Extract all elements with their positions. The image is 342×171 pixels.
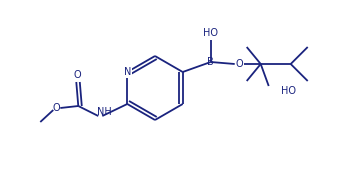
Text: O: O [52,103,60,113]
Text: O: O [74,70,82,80]
Text: NH: NH [97,107,111,117]
Text: B: B [207,57,214,67]
Text: HO: HO [203,28,218,38]
Text: HO: HO [281,86,296,96]
Text: N: N [123,67,131,77]
Text: O: O [236,59,244,69]
